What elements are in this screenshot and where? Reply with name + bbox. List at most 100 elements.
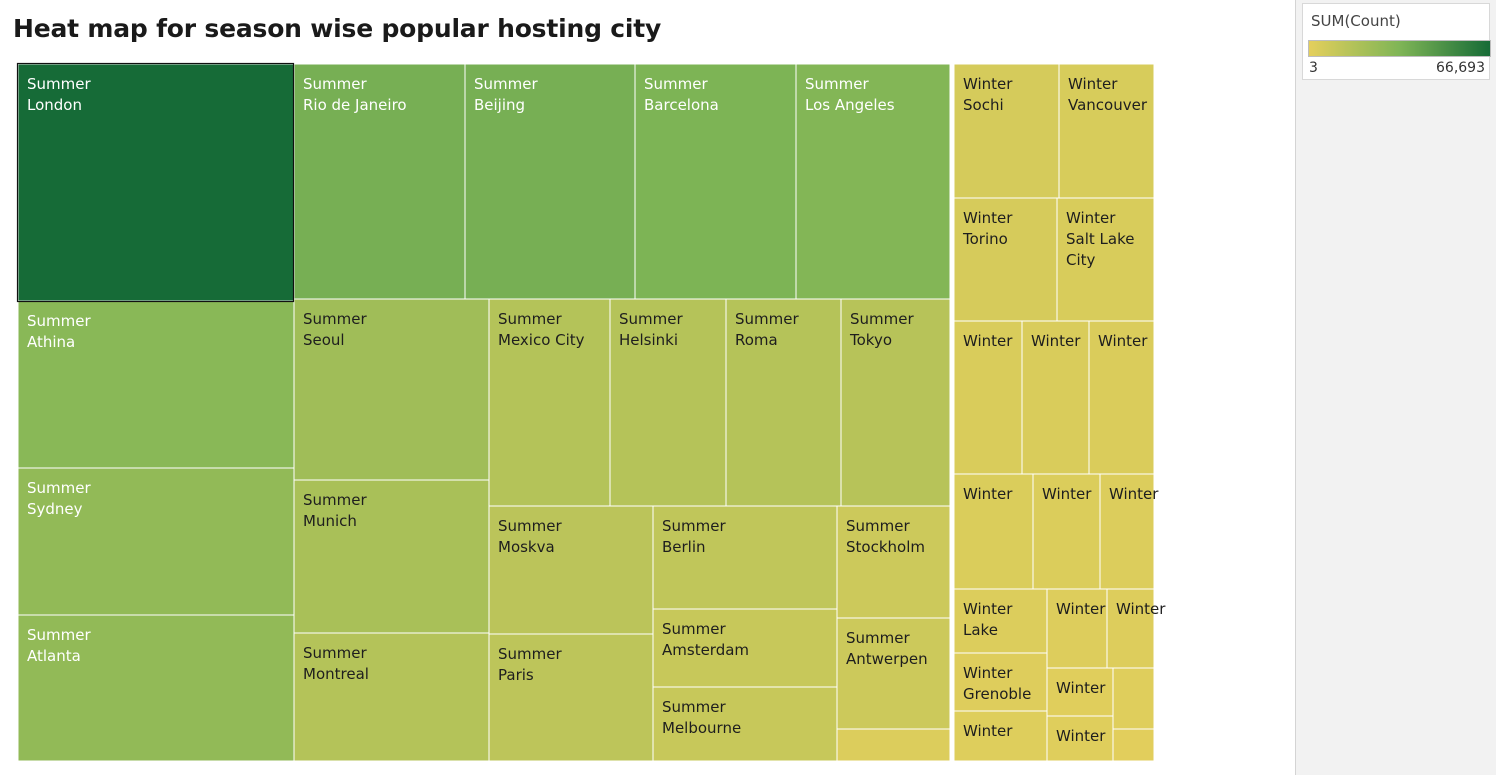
tile-label: Winter Torino [962, 209, 1013, 248]
tile-label: Summer Antwerpen [846, 629, 928, 668]
tile-label: Winter Vancouver [1068, 75, 1148, 114]
tile-summer-seoul[interactable]: Summer Seoul [293, 298, 490, 481]
tile-summer-athina[interactable]: Summer Athina [17, 300, 295, 469]
tile-label: Summer Berlin [662, 517, 726, 556]
tile-label: Winter [1056, 600, 1106, 618]
tile-summer-montreal[interactable]: Summer Montreal [293, 632, 490, 762]
tile-winter-39[interactable] [1112, 667, 1155, 730]
tile-summer-22[interactable] [836, 728, 951, 762]
tile-winter-31[interactable]: Winter [1032, 473, 1101, 590]
tile-label: Summer Beijing [474, 75, 538, 114]
tile-rect[interactable] [1106, 588, 1155, 669]
tile-rect[interactable] [609, 298, 727, 507]
tile-winter-29[interactable]: Winter [1088, 320, 1155, 475]
tile-winter-sochi[interactable]: Winter Sochi [953, 63, 1060, 199]
tile-rect[interactable] [1046, 588, 1108, 669]
tile-label: Winter Salt Lake City [1066, 209, 1134, 269]
tile-label: Winter Sochi [963, 75, 1013, 114]
tile-rect[interactable] [293, 479, 490, 634]
tile-winter-vancouver[interactable]: Winter Vancouver [1058, 63, 1155, 199]
tile-rect[interactable] [652, 686, 838, 762]
tile-rect[interactable] [652, 608, 838, 688]
tile-label: Summer Los Angeles [805, 75, 895, 114]
tile-winter-34[interactable]: Winter [1046, 588, 1108, 669]
tile-winter-30[interactable]: Winter [953, 473, 1034, 590]
tile-rect[interactable] [725, 298, 842, 507]
tile-summer-los-angeles[interactable]: Summer Los Angeles [795, 63, 951, 300]
tile-label: Winter Lake [963, 600, 1013, 639]
tile-rect[interactable] [293, 63, 466, 300]
tile-summer-barcelona[interactable]: Summer Barcelona [634, 63, 797, 300]
tile-rect[interactable] [1032, 473, 1101, 590]
tile-winter-torino[interactable]: Winter Torino [953, 197, 1058, 322]
tile-summer-roma[interactable]: Summer Roma [725, 298, 842, 507]
tile-label: Summer Paris [498, 645, 562, 684]
tile-rect[interactable] [1046, 715, 1114, 762]
tile-label: Summer Athina [27, 312, 91, 351]
legend-color-ramp [1308, 40, 1491, 57]
tile-summer-paris[interactable]: Summer Paris [488, 633, 654, 762]
tile-rect[interactable] [652, 505, 838, 610]
tile-rect[interactable] [953, 197, 1058, 322]
tile-summer-antwerpen[interactable]: Summer Antwerpen [836, 617, 951, 730]
treemap-chart: Summer London Summer Rio de Janeiro Summer Be… [16, 62, 1166, 762]
tile-label: Winter [1116, 600, 1166, 618]
tile-winter-35[interactable]: Winter [1106, 588, 1166, 669]
tile-summer-atlanta[interactable]: Summer Atlanta [17, 614, 295, 762]
tile-rect[interactable] [840, 298, 951, 507]
tile-label: Summer Tokyo [849, 310, 914, 349]
tile-rect[interactable] [488, 505, 654, 635]
tile-summer-moskva[interactable]: Summer Moskva [488, 505, 654, 635]
tile-summer-stockholm[interactable]: Summer Stockholm [836, 505, 951, 619]
tile-winter-41[interactable] [1112, 728, 1155, 762]
tile-rect[interactable] [1046, 667, 1114, 717]
tile-summer-melbourne[interactable]: Summer Melbourne [652, 686, 838, 762]
tile-label: Summer Munich [303, 491, 367, 530]
legend-max-label: 66,693 [1436, 60, 1485, 76]
tile-winter-38[interactable]: Winter [1046, 667, 1114, 717]
tile-rect[interactable] [836, 505, 951, 619]
tile-summer-helsinki[interactable]: Summer Helsinki [609, 298, 727, 507]
tile-winter-lake[interactable]: Winter Lake [953, 588, 1048, 654]
tile-rect[interactable] [293, 632, 490, 762]
tile-summer-munich[interactable]: Summer Munich [293, 479, 490, 634]
tile-rect[interactable] [293, 298, 490, 481]
tile-label: Summer Atlanta [27, 626, 91, 665]
tile-rect[interactable] [953, 320, 1023, 475]
tile-summer-rio-de-janeiro[interactable]: Summer Rio de Janeiro [293, 63, 466, 300]
legend-panel: SUM(Count) 3 66,693 [1295, 0, 1496, 775]
tile-rect[interactable] [1021, 320, 1090, 475]
tile-winter-salt-lake-city[interactable]: Winter Salt Lake City [1056, 197, 1155, 322]
tile-rect[interactable] [17, 467, 295, 616]
tile-winter-28[interactable]: Winter [1021, 320, 1090, 475]
tile-summer-amsterdam[interactable]: Summer Amsterdam [652, 608, 838, 688]
tile-rect[interactable] [953, 710, 1048, 762]
tile-winter-37[interactable]: Winter [953, 710, 1048, 762]
tile-summer-sydney[interactable]: Summer Sydney [17, 467, 295, 616]
tile-winter-27[interactable]: Winter [953, 320, 1023, 475]
tile-rect[interactable] [1056, 197, 1155, 322]
tile-winter-40[interactable]: Winter [1046, 715, 1114, 762]
tile-winter-grenoble[interactable]: Winter Grenoble [953, 652, 1048, 712]
tile-rect[interactable] [488, 298, 611, 507]
tile-summer-tokyo[interactable]: Summer Tokyo [840, 298, 951, 507]
tile-summer-beijing[interactable]: Summer Beijing [464, 63, 636, 300]
tile-rect[interactable] [1112, 728, 1155, 762]
tile-label: Winter [1109, 485, 1159, 503]
tile-winter-32[interactable]: Winter [1099, 473, 1159, 590]
tile-summer-berlin[interactable]: Summer Berlin [652, 505, 838, 610]
tile-label: Winter Grenoble [963, 664, 1031, 703]
tile-label: Summer Amsterdam [662, 620, 749, 659]
tile-label: Summer Melbourne [662, 698, 741, 737]
tile-summer-london[interactable]: Summer London [17, 63, 295, 302]
tile-rect[interactable] [1112, 667, 1155, 730]
color-legend[interactable]: SUM(Count) 3 66,693 [1302, 3, 1491, 80]
tile-rect[interactable] [17, 63, 295, 302]
tile-summer-mexico-city[interactable]: Summer Mexico City [488, 298, 611, 507]
tile-rect[interactable] [836, 728, 951, 762]
tile-rect[interactable] [1058, 63, 1155, 199]
tile-label: Winter [1056, 679, 1106, 697]
tile-rect[interactable] [634, 63, 797, 300]
tile-rect[interactable] [1099, 473, 1155, 590]
tile-rect[interactable] [953, 63, 1060, 199]
